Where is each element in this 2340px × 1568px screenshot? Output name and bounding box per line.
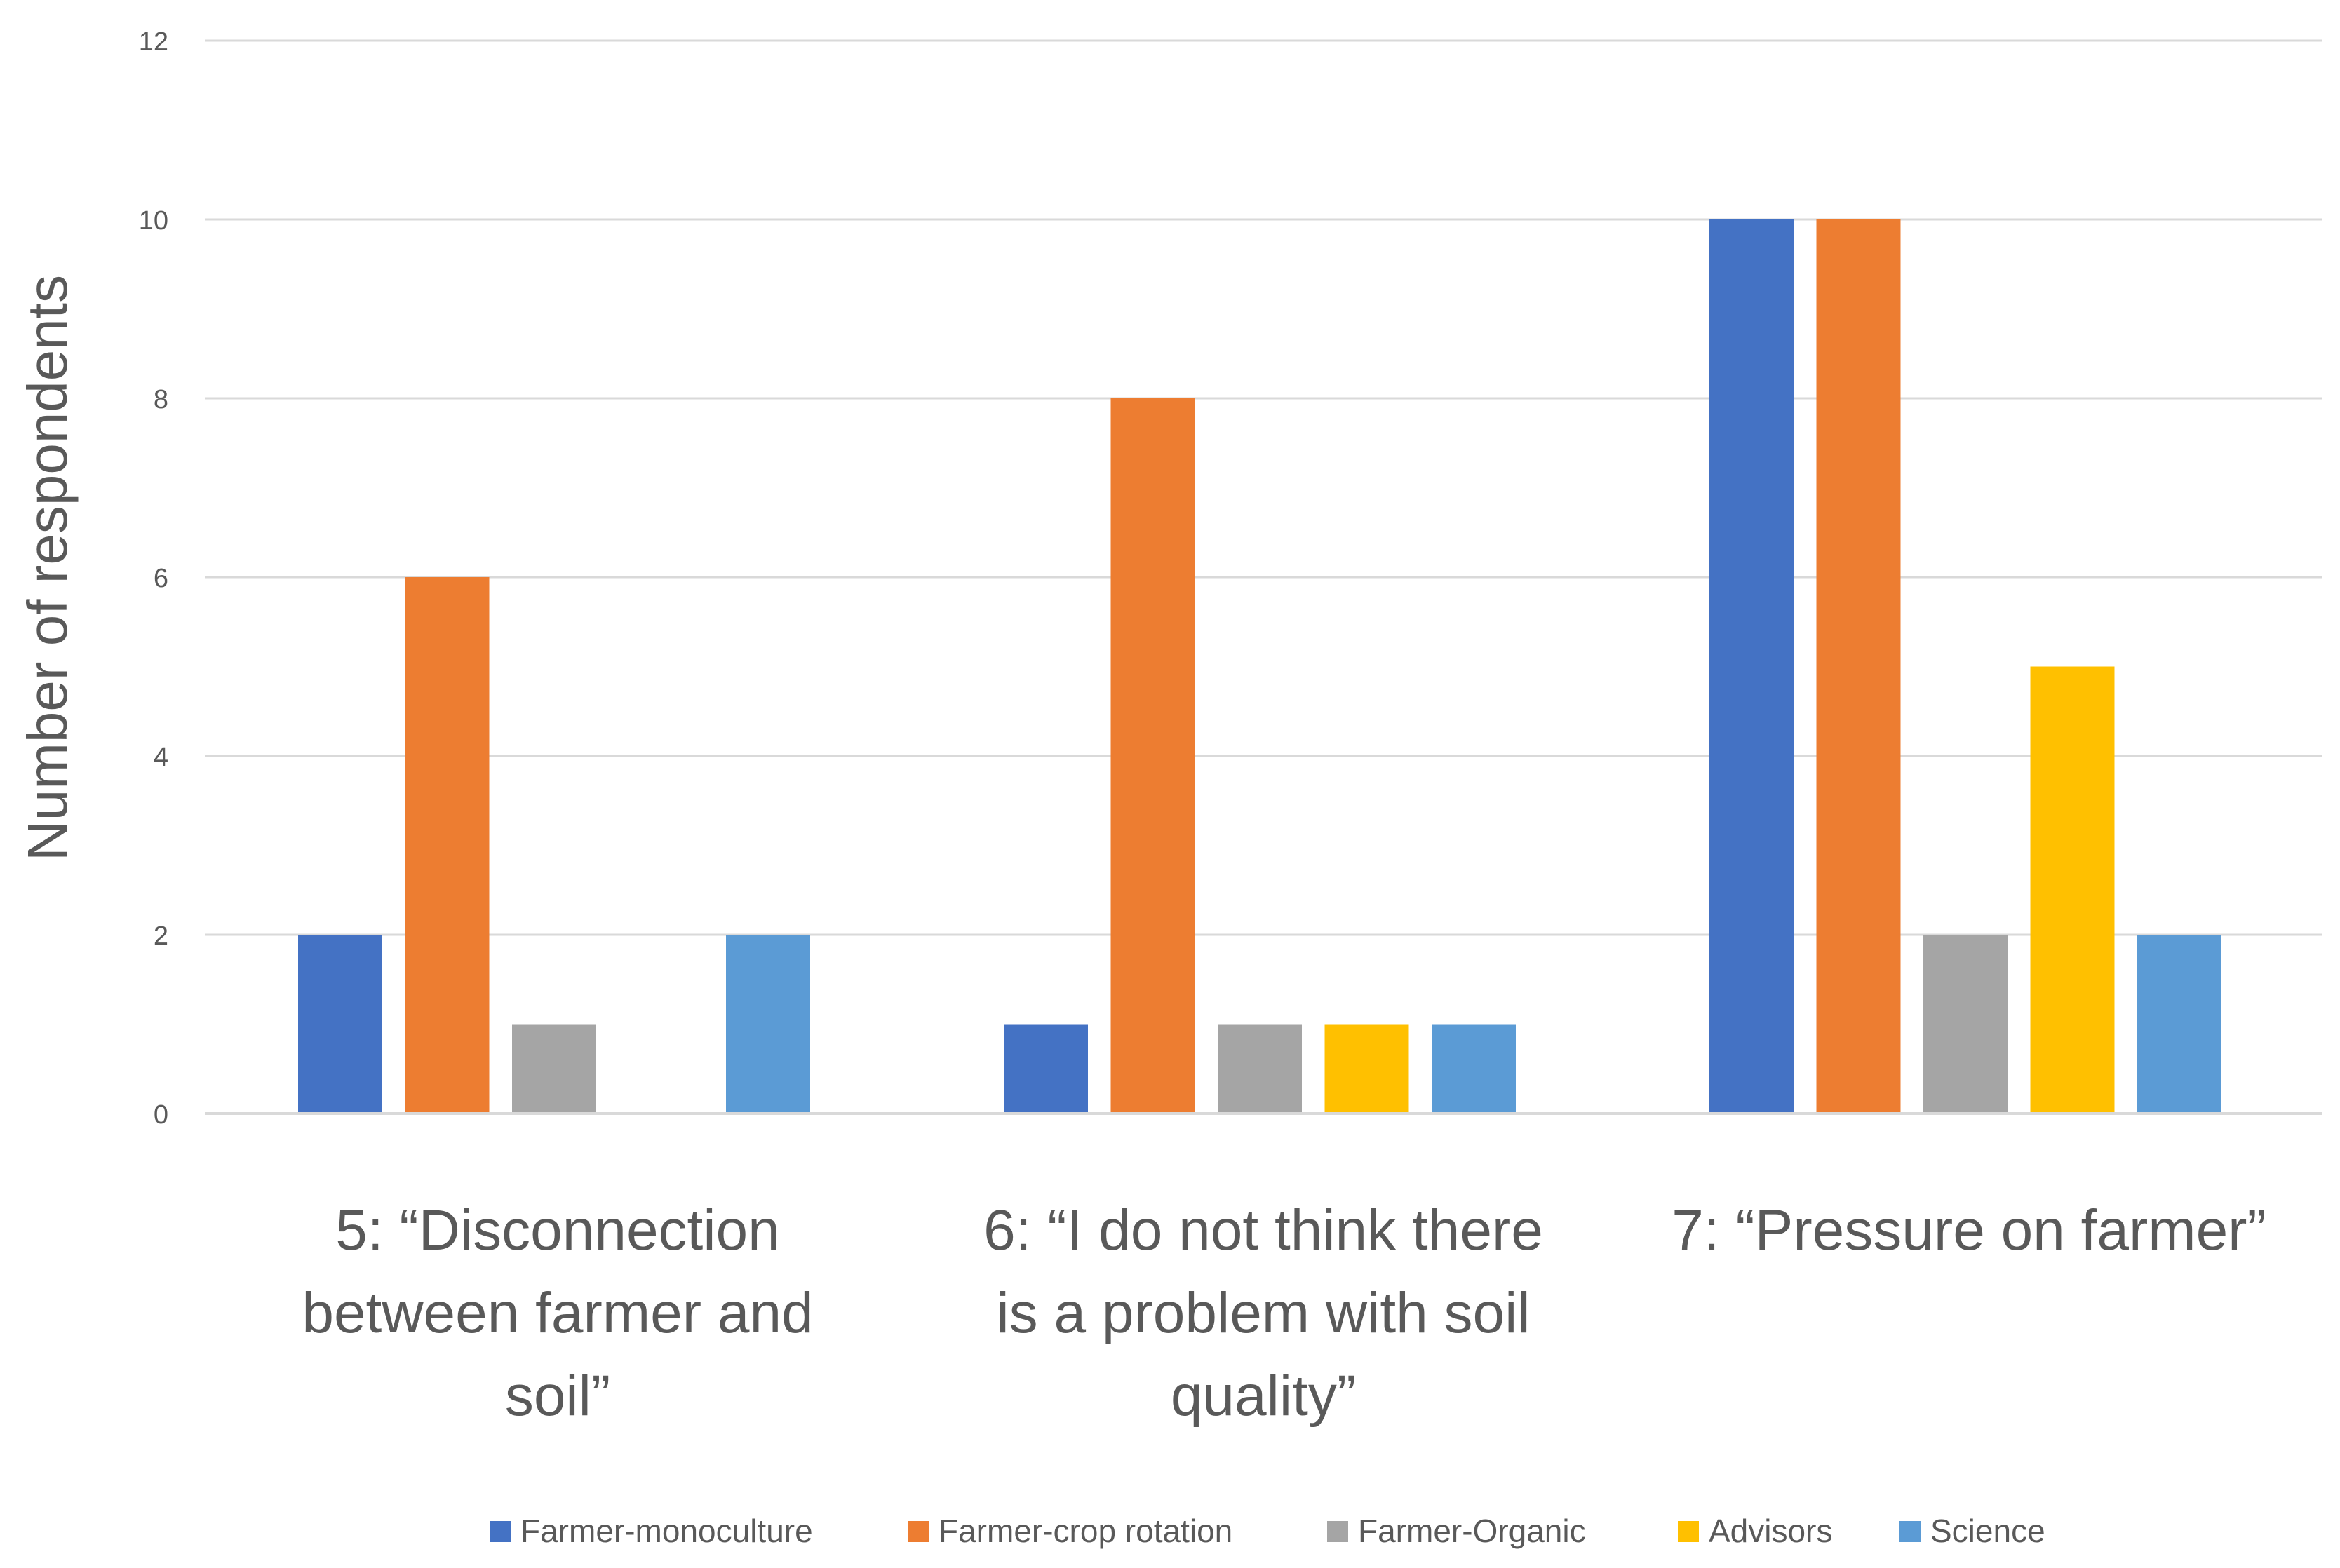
bar-advisors-3 [2030,666,2115,1114]
category-label-line: soil” [505,1364,610,1428]
category-label-line: 6: “I do not think there [983,1198,1543,1262]
bar-farmer-organic-3 [1923,935,2008,1114]
legend-item-science: Science [1899,1513,2045,1549]
bar-science-3 [2137,935,2221,1114]
y-tick-label: 6 [154,564,168,593]
legend-swatch [908,1521,929,1542]
y-tick-label: 2 [154,921,168,951]
category-label-1: 5: “Disconnection between farmer and soil” [302,1198,813,1428]
legend-item-farmer-organic: Farmer-Organic [1327,1513,1586,1549]
bar-farmer-monoculture-3 [1709,219,1794,1114]
legend-swatch [490,1521,511,1542]
category-label-line: 7: “Pressure on farmer” [1672,1198,2266,1262]
legend-item-advisors: Advisors [1678,1513,1832,1549]
bar-farmer-crop-rotation-2 [1110,398,1195,1114]
legend-label: Advisors [1709,1513,1832,1549]
y-axis-ticks: 0 2 4 6 8 10 12 [139,27,168,1130]
y-tick-label: 4 [154,743,168,772]
category-label-line: between farmer and [302,1281,813,1345]
bar-farmer-monoculture-2 [1004,1024,1088,1114]
legend-label: Farmer-Organic [1358,1513,1586,1549]
bars [298,219,2221,1114]
category-labels: 5: “Disconnection between farmer and soil”… [302,1198,2266,1428]
y-tick-label: 10 [139,206,168,236]
legend-swatch [1678,1521,1699,1542]
category-label-line: 5: “Disconnection [335,1198,780,1262]
legend-item-farmer-monoculture: Farmer-monoculture [490,1513,813,1549]
gridlines [205,39,2322,936]
category-label-line: quality” [1171,1364,1356,1428]
legend-label: Farmer-crop rotation [939,1513,1232,1549]
legend: Farmer-monoculture Farmer-crop rotation Fa… [490,1513,2045,1549]
legend-label: Farmer-monoculture [520,1513,813,1549]
y-axis-label: Number of respondents [16,275,79,861]
legend-label: Science [1930,1513,2045,1549]
bar-farmer-organic-2 [1218,1024,1302,1114]
bar-farmer-crop-rotation-3 [1816,219,1901,1114]
bar-farmer-monoculture-1 [298,935,382,1114]
legend-swatch [1327,1521,1348,1542]
category-label-2: 6: “I do not think there is a problem wit… [983,1198,1543,1428]
bar-farmer-organic-1 [512,1024,596,1114]
y-tick-label: 12 [139,27,168,57]
y-tick-label: 8 [154,385,168,414]
bar-science-1 [726,935,810,1114]
category-label-3: 7: “Pressure on farmer” [1672,1198,2266,1262]
bar-farmer-crop-rotation-1 [405,577,490,1114]
bar-science-2 [1432,1024,1516,1114]
legend-item-farmer-crop-rotation: Farmer-crop rotation [908,1513,1232,1549]
bar-advisors-2 [1324,1024,1409,1114]
y-tick-label: 0 [154,1100,168,1130]
category-label-line: is a problem with soil [996,1281,1530,1345]
legend-swatch [1899,1521,1921,1542]
